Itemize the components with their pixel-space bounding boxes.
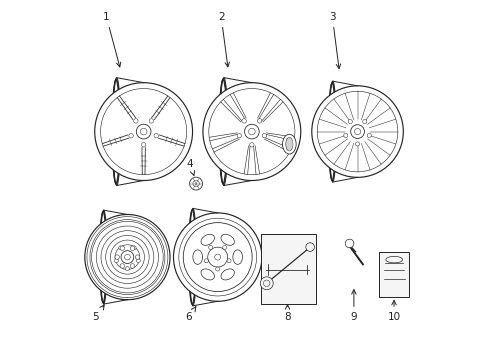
Ellipse shape (385, 256, 402, 263)
Text: 1: 1 (103, 12, 121, 67)
Circle shape (149, 119, 153, 123)
Circle shape (130, 246, 135, 251)
Circle shape (95, 83, 192, 180)
Text: 9: 9 (350, 290, 356, 322)
Bar (260, 234, 316, 304)
Circle shape (208, 246, 212, 249)
Circle shape (140, 128, 146, 135)
Circle shape (257, 119, 261, 123)
Text: 3: 3 (328, 12, 340, 69)
Circle shape (242, 119, 246, 123)
Circle shape (347, 120, 352, 123)
Circle shape (125, 267, 129, 270)
Circle shape (173, 213, 262, 301)
Circle shape (124, 254, 130, 260)
Bar (378, 252, 408, 297)
Circle shape (154, 134, 158, 138)
Ellipse shape (192, 250, 202, 264)
Ellipse shape (282, 134, 296, 154)
Circle shape (141, 143, 145, 147)
Ellipse shape (221, 269, 234, 280)
Circle shape (114, 259, 118, 262)
Text: 5: 5 (92, 305, 104, 322)
Circle shape (211, 251, 224, 264)
Text: 6: 6 (185, 307, 196, 322)
Circle shape (260, 277, 273, 290)
Ellipse shape (201, 234, 214, 245)
Circle shape (133, 119, 138, 123)
Circle shape (262, 134, 266, 138)
Circle shape (237, 134, 241, 138)
Circle shape (249, 143, 254, 147)
Circle shape (120, 264, 124, 268)
Text: 10: 10 (386, 300, 400, 322)
Circle shape (129, 134, 133, 138)
Circle shape (135, 255, 140, 259)
Ellipse shape (232, 250, 242, 264)
Text: 8: 8 (284, 305, 290, 322)
Circle shape (355, 142, 359, 146)
Circle shape (248, 128, 255, 135)
Circle shape (136, 259, 140, 262)
Circle shape (121, 251, 134, 264)
Circle shape (203, 83, 300, 180)
Circle shape (343, 133, 347, 138)
Circle shape (136, 124, 151, 139)
Circle shape (244, 124, 259, 139)
Circle shape (130, 264, 135, 268)
Text: 7: 7 (286, 120, 293, 132)
Circle shape (226, 259, 230, 263)
Circle shape (311, 86, 403, 177)
Circle shape (214, 254, 220, 260)
Circle shape (354, 129, 360, 135)
Circle shape (120, 246, 124, 251)
Circle shape (132, 246, 136, 250)
Ellipse shape (201, 269, 214, 280)
Circle shape (350, 125, 364, 139)
Circle shape (189, 177, 202, 190)
Circle shape (115, 255, 119, 259)
Circle shape (345, 239, 353, 248)
Circle shape (362, 120, 366, 123)
Circle shape (207, 247, 227, 267)
Circle shape (119, 246, 122, 250)
Text: 4: 4 (186, 159, 194, 175)
Circle shape (204, 259, 208, 263)
Circle shape (305, 243, 314, 251)
Circle shape (84, 215, 170, 300)
Text: 2: 2 (218, 12, 229, 67)
Ellipse shape (221, 234, 234, 245)
Circle shape (222, 246, 226, 249)
Circle shape (215, 267, 219, 271)
Circle shape (366, 133, 370, 138)
